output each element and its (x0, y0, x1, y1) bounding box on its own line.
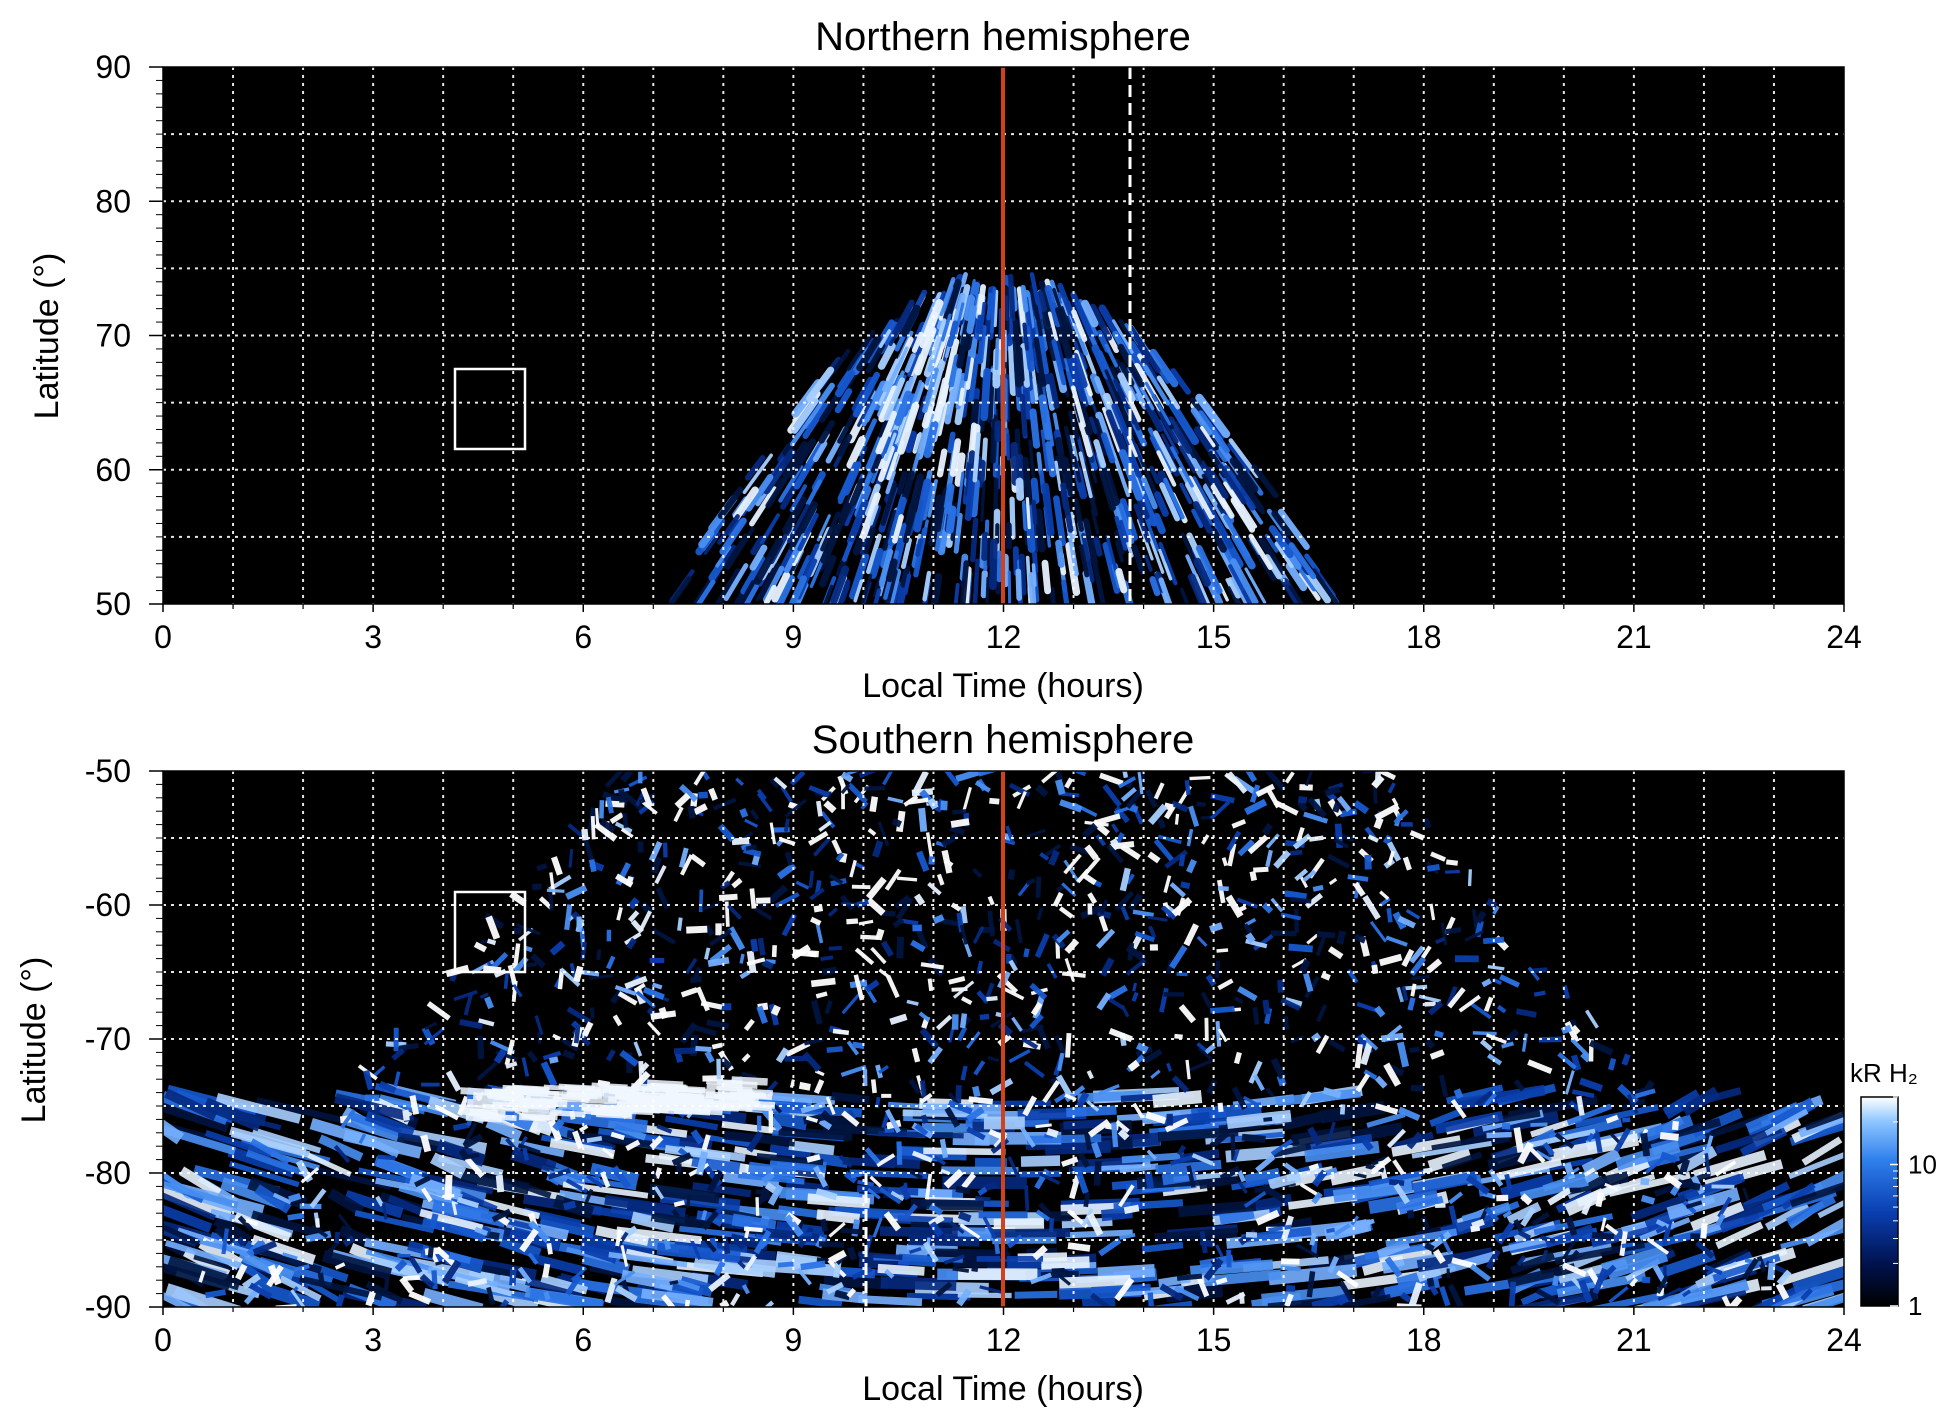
north-highlight-box (453, 367, 527, 451)
x-tick-label: 6 (574, 619, 592, 655)
south-title: Southern hemisphere (812, 718, 1194, 762)
south-highlight-box (453, 890, 527, 974)
south-axes: 0 3 6 9 12 15 18 21 24 -90 -80 -70 -60 -50 (85, 753, 1862, 1358)
x-tick-label: 0 (154, 619, 172, 655)
x-tick-label: 15 (1196, 1322, 1232, 1358)
y-tick-label: -70 (85, 1021, 131, 1057)
north-xlabel: Local Time (hours) (862, 667, 1144, 705)
x-tick-label: 6 (574, 1322, 592, 1358)
y-tick-label: 90 (95, 49, 131, 85)
y-tick-label: 60 (95, 452, 131, 488)
y-tick-label: -60 (85, 887, 131, 923)
y-tick-label: 70 (95, 318, 131, 354)
x-tick-label: 3 (364, 1322, 382, 1358)
x-tick-label: 9 (784, 619, 802, 655)
south-panel: Southern hemisphere 0 3 6 9 12 15 18 21 24 -90 -80… (15, 718, 1862, 1408)
y-tick-label: -90 (85, 1289, 131, 1325)
x-tick-label: 18 (1406, 1322, 1442, 1358)
x-tick-label: 3 (364, 619, 382, 655)
x-tick-label: 15 (1196, 619, 1232, 655)
colorbar-axis: 1 10 (1890, 1096, 1937, 1321)
x-tick-label: 24 (1826, 1322, 1862, 1358)
north-ylabel: Latitude (°) (28, 253, 66, 420)
x-tick-label: 21 (1616, 1322, 1652, 1358)
colorbar-title: kR H₂ (1850, 1058, 1918, 1088)
south-ylabel: Latitude (°) (15, 957, 53, 1124)
north-axes: 0 3 6 9 12 15 18 21 24 50 60 70 80 90 (95, 49, 1861, 655)
y-tick-label: 80 (95, 183, 131, 219)
x-tick-label: 9 (784, 1322, 802, 1358)
south-xlabel: Local Time (hours) (862, 1370, 1144, 1408)
north-title: Northern hemisphere (815, 15, 1191, 59)
colorbar-tick-label: 10 (1908, 1150, 1937, 1180)
y-tick-label: -80 (85, 1155, 131, 1191)
x-tick-label: 12 (986, 619, 1022, 655)
y-tick-label: -50 (85, 753, 131, 789)
colorbar: kR H₂ 1 10 (1850, 1058, 1937, 1321)
x-tick-label: 18 (1406, 619, 1442, 655)
x-tick-label: 12 (986, 1322, 1022, 1358)
south-heatmap (163, 771, 1844, 1307)
colorbar-tick-label: 1 (1908, 1291, 1922, 1321)
x-tick-label: 24 (1826, 619, 1862, 655)
x-tick-label: 0 (154, 1322, 172, 1358)
x-tick-label: 21 (1616, 619, 1652, 655)
colorbar-scale (1860, 1096, 1899, 1307)
y-tick-label: 50 (95, 586, 131, 622)
north-panel: Northern hemisphere 0 3 6 9 12 15 18 21 24 50 60 70… (28, 15, 1862, 705)
